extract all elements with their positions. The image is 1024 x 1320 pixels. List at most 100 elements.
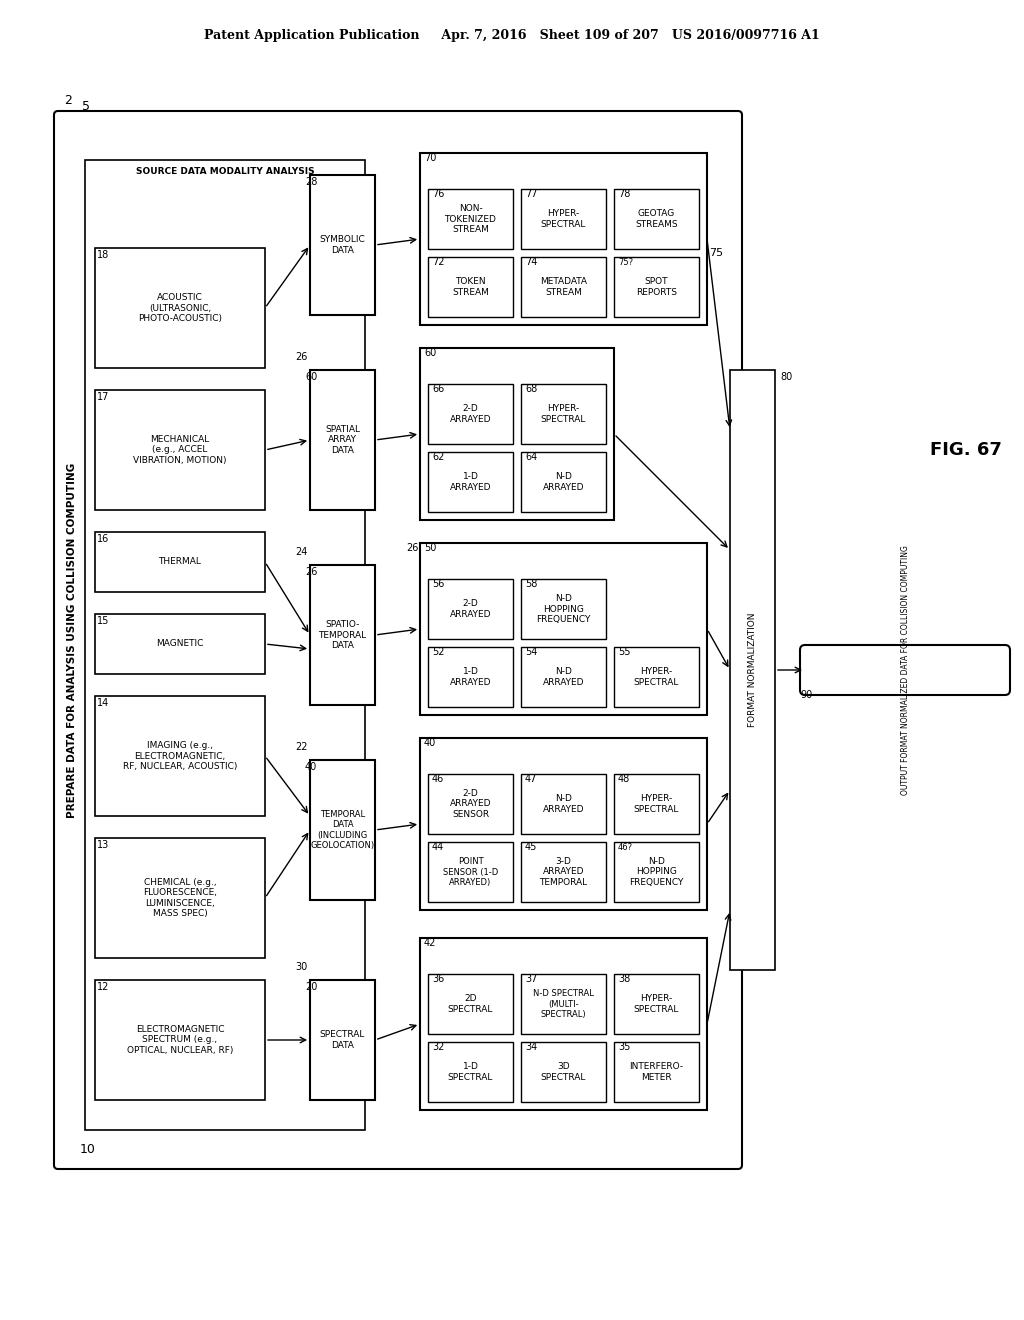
Text: 90: 90 xyxy=(800,690,812,700)
Text: MAGNETIC: MAGNETIC xyxy=(157,639,204,648)
Text: 75: 75 xyxy=(709,248,723,257)
Text: HYPER-
SPECTRAL: HYPER- SPECTRAL xyxy=(541,210,586,228)
FancyBboxPatch shape xyxy=(310,370,375,510)
Text: ELECTROMAGNETIC
SPECTRUM (e.g.,
OPTICAL, NUCLEAR, RF): ELECTROMAGNETIC SPECTRUM (e.g., OPTICAL,… xyxy=(127,1026,233,1055)
Text: 15: 15 xyxy=(97,616,110,626)
Text: 46: 46 xyxy=(432,774,444,784)
Text: 40: 40 xyxy=(424,738,436,748)
FancyBboxPatch shape xyxy=(614,189,699,249)
FancyBboxPatch shape xyxy=(730,370,775,970)
FancyBboxPatch shape xyxy=(614,974,699,1034)
Text: 26: 26 xyxy=(406,543,419,553)
FancyBboxPatch shape xyxy=(614,774,699,834)
FancyBboxPatch shape xyxy=(95,248,265,368)
Text: 18: 18 xyxy=(97,249,110,260)
Text: CHEMICAL (e.g.,
FLUORESCENCE,
LUMINISCENCE,
MASS SPEC): CHEMICAL (e.g., FLUORESCENCE, LUMINISCEN… xyxy=(143,878,217,919)
Text: 13: 13 xyxy=(97,840,110,850)
FancyBboxPatch shape xyxy=(428,1041,513,1102)
Text: OUTPUT FORMAT NORMALIZED DATA FOR COLLISION COMPUTING: OUTPUT FORMAT NORMALIZED DATA FOR COLLIS… xyxy=(900,545,909,795)
Text: N-D
HOPPING
FREQUENCY: N-D HOPPING FREQUENCY xyxy=(630,857,684,887)
Text: HYPER-
SPECTRAL: HYPER- SPECTRAL xyxy=(634,994,679,1014)
Text: 40: 40 xyxy=(305,762,317,772)
Text: 26: 26 xyxy=(305,568,317,577)
Text: 42: 42 xyxy=(424,939,436,948)
FancyBboxPatch shape xyxy=(614,842,699,902)
Text: 64: 64 xyxy=(525,451,538,462)
Text: 72: 72 xyxy=(432,257,444,267)
FancyBboxPatch shape xyxy=(521,451,606,512)
Text: HYPER-
SPECTRAL: HYPER- SPECTRAL xyxy=(541,404,586,424)
Text: IMAGING (e.g.,
ELECTROMAGNETIC,
RF, NUCLEAR, ACOUSTIC): IMAGING (e.g., ELECTROMAGNETIC, RF, NUCL… xyxy=(123,741,238,771)
Text: 56: 56 xyxy=(432,579,444,589)
Text: 55: 55 xyxy=(618,647,631,657)
Text: 68: 68 xyxy=(525,384,538,393)
Text: 37: 37 xyxy=(525,974,538,983)
FancyBboxPatch shape xyxy=(521,257,606,317)
Text: N-D
ARRAYED: N-D ARRAYED xyxy=(543,668,585,686)
Text: PREPARE DATA FOR ANALYSIS USING COLLISION COMPUTING: PREPARE DATA FOR ANALYSIS USING COLLISIO… xyxy=(67,462,77,817)
FancyBboxPatch shape xyxy=(310,979,375,1100)
FancyBboxPatch shape xyxy=(428,384,513,444)
Text: N-D
ARRAYED: N-D ARRAYED xyxy=(543,795,585,813)
FancyBboxPatch shape xyxy=(310,565,375,705)
FancyBboxPatch shape xyxy=(310,176,375,315)
Text: 60: 60 xyxy=(305,372,317,381)
Text: 62: 62 xyxy=(432,451,444,462)
Text: 52: 52 xyxy=(432,647,444,657)
FancyBboxPatch shape xyxy=(95,838,265,958)
Text: 24: 24 xyxy=(295,546,307,557)
Text: 70: 70 xyxy=(424,153,436,162)
Text: 2-D
ARRAYED: 2-D ARRAYED xyxy=(450,599,492,619)
Text: 75?: 75? xyxy=(618,257,633,267)
FancyBboxPatch shape xyxy=(428,451,513,512)
Text: 76: 76 xyxy=(432,189,444,199)
Text: GEOTAG
STREAMS: GEOTAG STREAMS xyxy=(635,210,678,228)
FancyBboxPatch shape xyxy=(521,1041,606,1102)
FancyBboxPatch shape xyxy=(521,579,606,639)
Text: 78: 78 xyxy=(618,189,631,199)
Text: HYPER-
SPECTRAL: HYPER- SPECTRAL xyxy=(634,795,679,813)
FancyBboxPatch shape xyxy=(310,760,375,900)
Text: 74: 74 xyxy=(525,257,538,267)
Text: 46?: 46? xyxy=(618,843,633,851)
FancyBboxPatch shape xyxy=(614,1041,699,1102)
FancyBboxPatch shape xyxy=(95,532,265,591)
Text: N-D
HOPPING
FREQUENCY: N-D HOPPING FREQUENCY xyxy=(537,594,591,624)
Text: 44: 44 xyxy=(432,842,444,851)
FancyBboxPatch shape xyxy=(428,579,513,639)
Text: 38: 38 xyxy=(618,974,630,983)
FancyBboxPatch shape xyxy=(521,647,606,708)
Text: METADATA
STREAM: METADATA STREAM xyxy=(540,277,587,297)
FancyBboxPatch shape xyxy=(521,384,606,444)
Text: 34: 34 xyxy=(525,1041,538,1052)
Text: 45: 45 xyxy=(525,842,538,851)
FancyBboxPatch shape xyxy=(95,696,265,816)
Text: 36: 36 xyxy=(432,974,444,983)
Text: 1-D
ARRAYED: 1-D ARRAYED xyxy=(450,473,492,492)
Text: NON-
TOKENIZED
STREAM: NON- TOKENIZED STREAM xyxy=(444,205,497,234)
Text: 60: 60 xyxy=(424,348,436,358)
Text: 14: 14 xyxy=(97,698,110,708)
Text: HYPER-
SPECTRAL: HYPER- SPECTRAL xyxy=(634,668,679,686)
Text: 2-D
ARRAYED: 2-D ARRAYED xyxy=(450,404,492,424)
Text: 28: 28 xyxy=(305,177,317,187)
FancyBboxPatch shape xyxy=(428,189,513,249)
Text: 80: 80 xyxy=(780,372,793,381)
FancyBboxPatch shape xyxy=(614,647,699,708)
Text: 58: 58 xyxy=(525,579,538,589)
Text: 2D
SPECTRAL: 2D SPECTRAL xyxy=(447,994,494,1014)
FancyBboxPatch shape xyxy=(800,645,1010,696)
Text: 1-D
ARRAYED: 1-D ARRAYED xyxy=(450,668,492,686)
Text: 1-D
SPECTRAL: 1-D SPECTRAL xyxy=(447,1063,494,1081)
Text: SPATIO-
TEMPORAL
DATA: SPATIO- TEMPORAL DATA xyxy=(318,620,367,649)
Text: 3D
SPECTRAL: 3D SPECTRAL xyxy=(541,1063,586,1081)
FancyBboxPatch shape xyxy=(428,647,513,708)
Text: TEMPORAL
DATA
(INCLUDING
GEOLOCATION): TEMPORAL DATA (INCLUDING GEOLOCATION) xyxy=(310,810,375,850)
Text: SYMBOLIC
DATA: SYMBOLIC DATA xyxy=(319,235,366,255)
FancyBboxPatch shape xyxy=(95,389,265,510)
Text: FORMAT NORMALIZATION: FORMAT NORMALIZATION xyxy=(748,612,757,727)
Text: 66: 66 xyxy=(432,384,444,393)
Text: 50: 50 xyxy=(424,543,436,553)
Text: TOKEN
STREAM: TOKEN STREAM xyxy=(452,277,488,297)
Text: ACOUSTIC
(ULTRASONIC,
PHOTO-ACOUSTIC): ACOUSTIC (ULTRASONIC, PHOTO-ACOUSTIC) xyxy=(138,293,222,323)
